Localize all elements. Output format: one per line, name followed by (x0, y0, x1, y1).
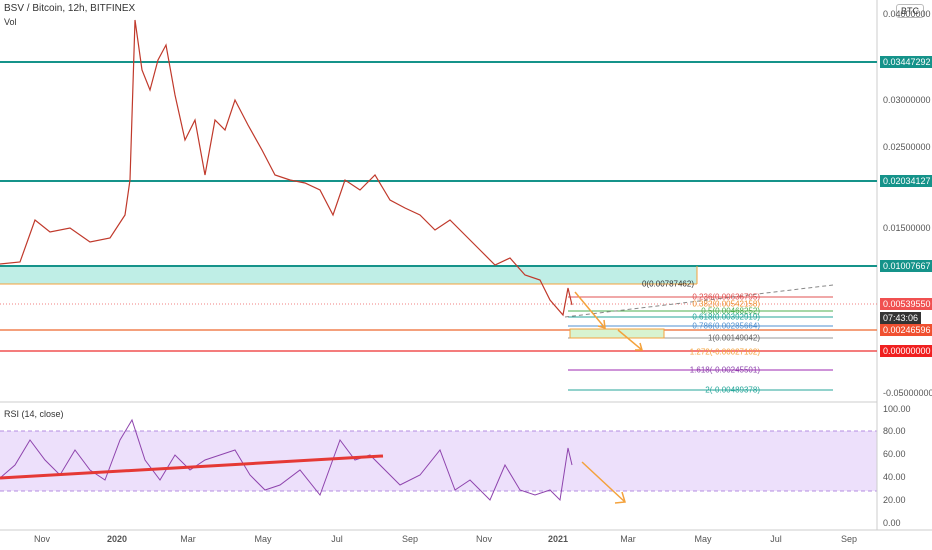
rsi-axis-label: 20.00 (883, 495, 906, 505)
price-axis-label: 0.04000000 (883, 9, 931, 19)
arrows (574, 291, 643, 504)
price-axis-label: 0.00246596 (880, 324, 932, 336)
time-axis-label: Mar (620, 534, 636, 544)
price-axis-label: 0.03000000 (883, 95, 931, 105)
price-axis-label: 0.02034127 (880, 175, 932, 187)
time-axis-label: Jul (331, 534, 343, 544)
price-axis-label: 0.02500000 (883, 142, 931, 152)
price-axis-label: 0.01007667 (880, 260, 932, 272)
time-axis-label: Sep (840, 534, 858, 544)
time-axis-label: Nov (33, 534, 51, 544)
time-axis-label: Sep (401, 534, 419, 544)
price-axis-label: 0.03447292 (880, 56, 932, 68)
time-axis-label: May (254, 534, 272, 544)
fib-label: 0(0.00787462) (641, 279, 694, 289)
rsi-trendline (0, 454, 384, 480)
fib-label: 0.236(0.00636795) (692, 292, 760, 302)
fib-lines (568, 296, 833, 391)
trend-projection (564, 284, 834, 318)
price-axis-label: 0.01500000 (883, 223, 931, 233)
fib-label: 1.272(-0.00027102) (689, 347, 760, 357)
rsi-axis-label: 60.00 (883, 449, 906, 459)
rsi-title: RSI (14, close) (4, 409, 64, 419)
price-axis-label: 0.00539550 (880, 298, 932, 310)
rsi-axis-label: 80.00 (883, 426, 906, 436)
currency-badge[interactable]: BTC (896, 4, 924, 18)
volume-label: Vol (4, 17, 17, 27)
rsi-axis-label: 100.00 (883, 404, 911, 414)
symbol-title: BSV / Bitcoin, 12h, BITFINEX (4, 3, 136, 14)
time-axis-label: 2020 (106, 534, 128, 544)
price-series (0, 19, 573, 317)
time-axis-label: Mar (180, 534, 196, 544)
fib-label: 0.618(0.00392919) (692, 312, 760, 322)
fib-label: 0.786(0.00285664) (692, 321, 760, 331)
fib-label: 0.382(0.00542158) (692, 299, 760, 309)
fib-label: 0.5(0.00468252) (701, 306, 760, 316)
fib-label: 1.618(-0.00245501) (689, 365, 760, 375)
support-zone (0, 266, 697, 284)
price-axis-label: 0.00000000 (880, 345, 932, 357)
fib-label: 1(0.00149042) (707, 333, 760, 343)
rsi-axis-label: 40.00 (883, 472, 906, 482)
time-axis-label: Jul (770, 534, 782, 544)
price-axis-label: 07:43:06 (880, 312, 922, 324)
price-axis-label: -0.05000000 (883, 388, 932, 398)
time-axis-label: Nov (475, 534, 493, 544)
time-axis-label: 2021 (547, 534, 569, 544)
time-axis-label: May (694, 534, 712, 544)
rsi-band (0, 431, 877, 491)
rsi-axis-label: 0.00 (883, 518, 901, 528)
target-box (569, 328, 665, 339)
fib-label: 2(-0.00489378) (705, 385, 760, 395)
